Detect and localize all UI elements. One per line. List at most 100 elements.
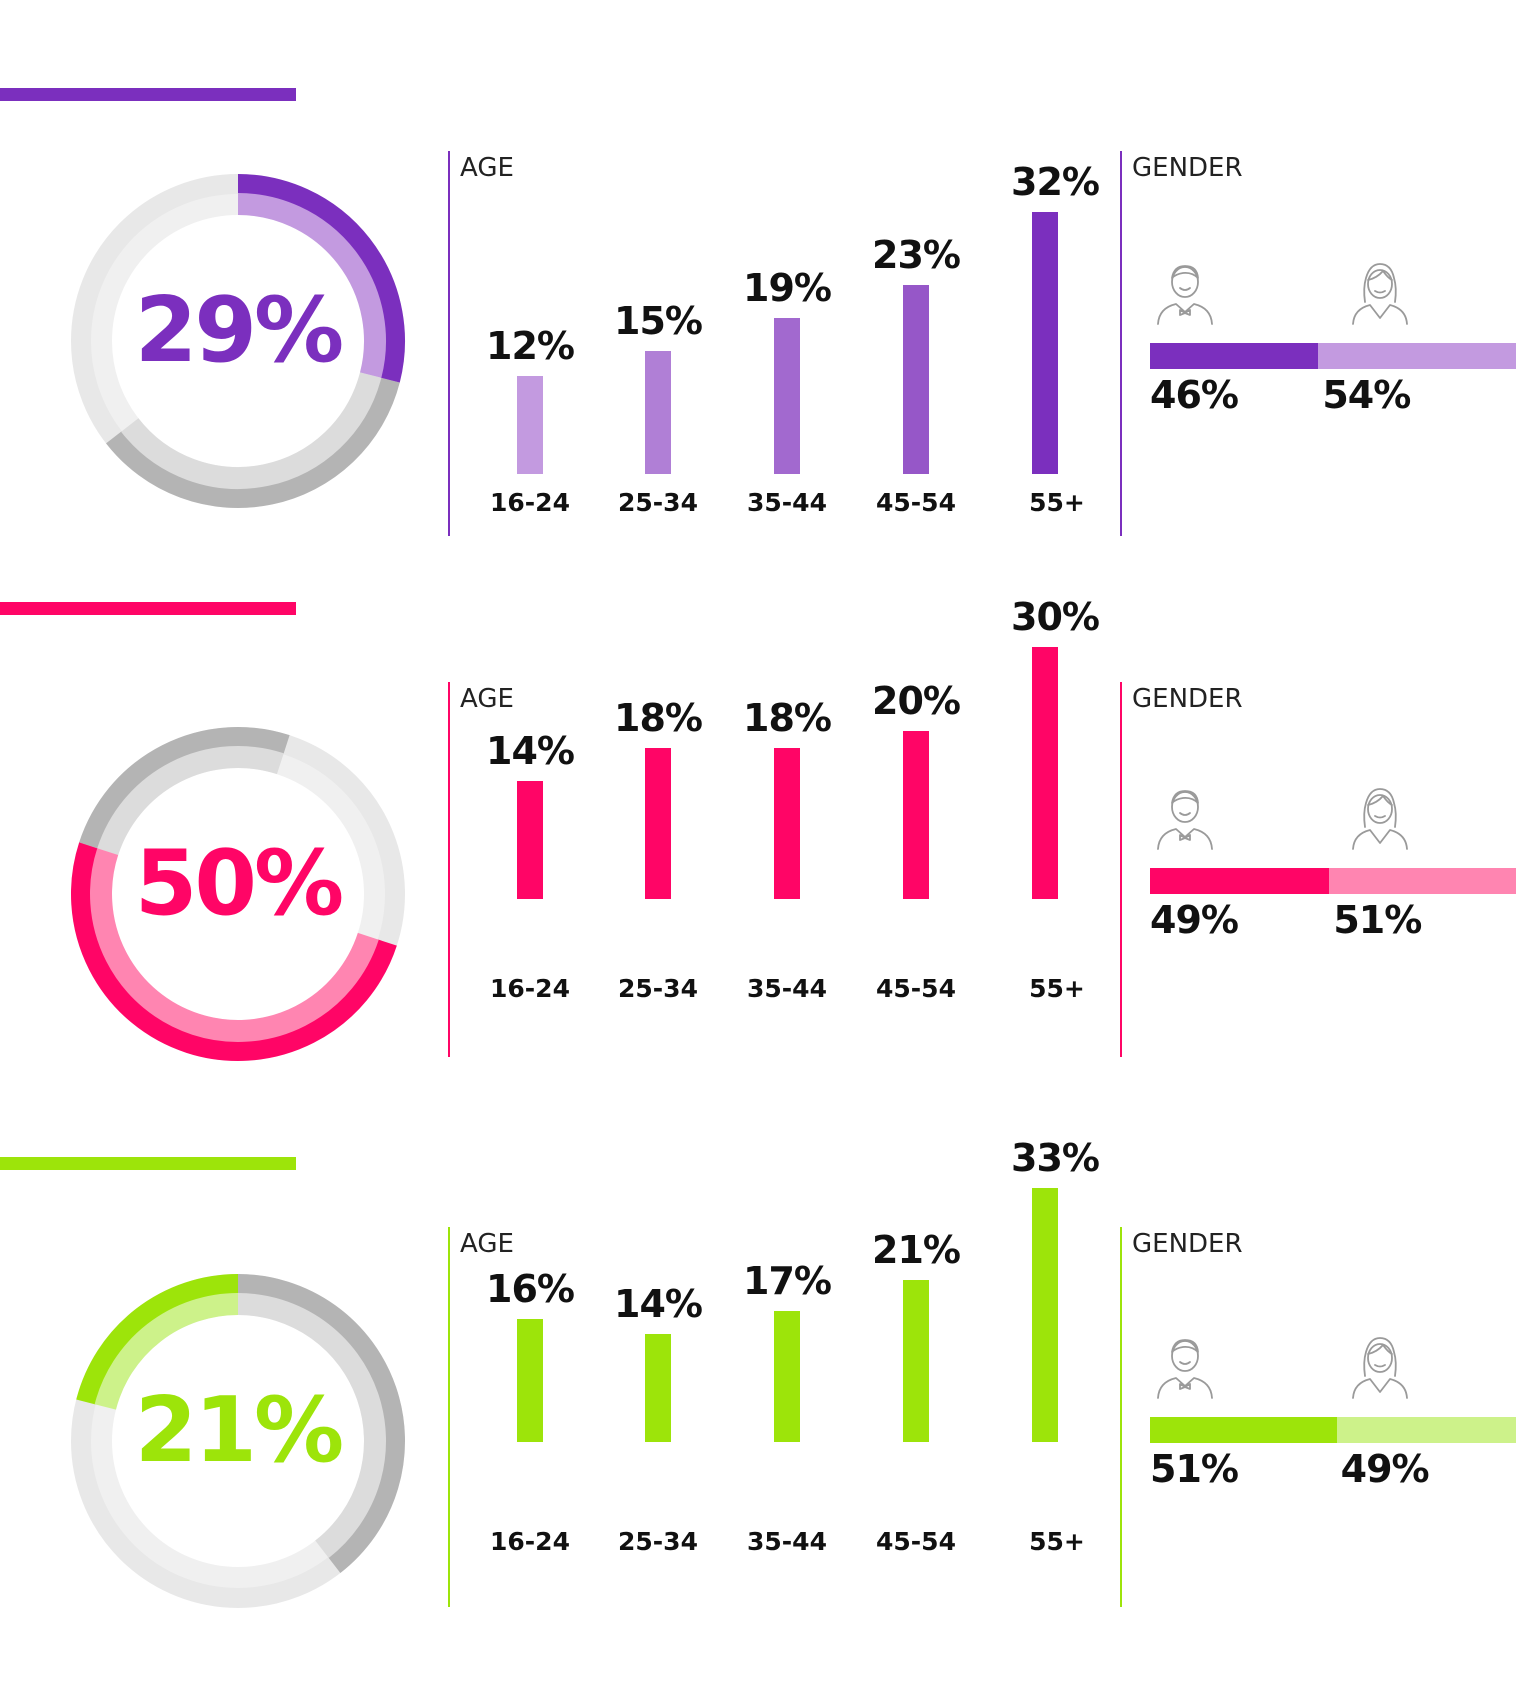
- female-person-icon: [1352, 1337, 1408, 1399]
- gender-bar-male: [1150, 1417, 1337, 1443]
- age-category-label: 25-34: [618, 1527, 698, 1556]
- gender-bar-female: [1329, 868, 1516, 894]
- donut-rest-inner: [237, 1293, 386, 1558]
- donut-chart: 21%: [58, 1261, 418, 1621]
- female-person: [1345, 258, 1415, 333]
- gender-bar-female: [1336, 1417, 1516, 1443]
- male-person: [1150, 1332, 1220, 1407]
- section-3: 21% AGE 16% 16-24 14% 25-34 17% 35-44 21% 45-54 33…: [0, 1136, 1536, 1697]
- age-category-label: 25-34: [618, 974, 698, 1003]
- donut-chart: 50%: [58, 714, 418, 1074]
- age-bar-35-44: [774, 318, 800, 474]
- age-bar-45-54: [903, 1280, 929, 1442]
- age-category-label: 16-24: [490, 488, 570, 517]
- age-bar-value-label: 19%: [743, 266, 832, 311]
- donut-share-outer: [237, 174, 405, 383]
- male-person-icon: [1157, 265, 1213, 325]
- age-bar-55+: [1032, 211, 1058, 474]
- age-bar-value-label: 33%: [1011, 1135, 1100, 1180]
- donut-rest-inner: [97, 746, 284, 856]
- male-person-icon: [1157, 790, 1213, 850]
- section-accent-line: [0, 602, 296, 615]
- gender-female-value: 51%: [1333, 898, 1422, 942]
- gender-split-bar: [1150, 1417, 1516, 1443]
- age-divider-line: [448, 1227, 450, 1607]
- age-bar-value-label: 12%: [486, 323, 575, 368]
- age-bar-value-label: 18%: [614, 695, 703, 740]
- age-bar-value-label: 18%: [743, 695, 832, 740]
- female-person: [1345, 783, 1415, 858]
- age-bar-16-24: [517, 781, 543, 899]
- age-bar-value-label: 30%: [1011, 595, 1100, 639]
- gender-male-value: 46%: [1150, 373, 1239, 417]
- age-bar-35-44: [774, 1311, 800, 1442]
- gender-bar-male: [1150, 868, 1330, 894]
- gender-divider-line: [1120, 151, 1122, 536]
- donut-share-outer: [76, 1274, 239, 1405]
- age-bar-value-label: 15%: [614, 299, 703, 343]
- age-bar-25-34: [645, 747, 671, 899]
- age-category-label: 16-24: [490, 1527, 570, 1556]
- age-bar-value-label: 16%: [486, 1266, 575, 1311]
- age-category-label: 45-54: [876, 974, 956, 1003]
- age-bar-value-label: 32%: [1011, 159, 1100, 204]
- age-category-label: 35-44: [747, 1527, 827, 1556]
- section-accent-line: [0, 88, 296, 101]
- age-category-label: 55+: [1029, 1527, 1085, 1556]
- age-category-label: 45-54: [876, 488, 956, 517]
- age-bar-value-label: 20%: [872, 679, 961, 723]
- donut-share-inner: [237, 193, 386, 378]
- age-heading: AGE: [460, 684, 514, 714]
- section-1: 29% AGE 12% 16-24 15% 25-34 19% 35-44 23% 45-54 32…: [0, 88, 1536, 628]
- gender-heading: GENDER: [1132, 1229, 1243, 1259]
- age-divider-line: [448, 682, 450, 1057]
- gender-divider-line: [1120, 1227, 1122, 1607]
- age-bar-35-44: [774, 747, 800, 899]
- gender-split-bar: [1150, 868, 1516, 894]
- gender-heading: GENDER: [1132, 153, 1243, 183]
- age-category-label: 16-24: [490, 974, 570, 1003]
- age-bar-45-54: [903, 285, 929, 474]
- gender-female-value: 54%: [1322, 373, 1411, 417]
- age-category-label: 45-54: [876, 1527, 956, 1556]
- donut-share-outer: [71, 842, 397, 1061]
- donut-share-inner: [94, 1293, 239, 1410]
- donut-percentage: 50%: [134, 831, 344, 936]
- male-person: [1150, 258, 1220, 333]
- gender-split-bar: [1150, 343, 1516, 369]
- donut-rest-outer: [237, 1274, 405, 1573]
- age-bar-16-24: [517, 1318, 543, 1442]
- male-person: [1150, 783, 1220, 858]
- gender-female-value: 49%: [1340, 1447, 1430, 1491]
- age-bar-25-34: [645, 1334, 671, 1442]
- age-category-label: 55+: [1029, 488, 1085, 517]
- donut-chart: 29%: [58, 161, 418, 521]
- donut-rest-outer: [106, 377, 400, 508]
- age-bar-55+: [1032, 647, 1058, 899]
- age-bar-value-label: 14%: [614, 1282, 703, 1327]
- gender-heading: GENDER: [1132, 684, 1243, 714]
- age-bar-value-label: 14%: [486, 729, 575, 774]
- donut-percentage: 29%: [134, 278, 344, 383]
- gender-bar-male: [1150, 343, 1319, 369]
- female-person-icon: [1352, 788, 1408, 850]
- female-person-icon: [1352, 263, 1408, 325]
- gender-male-value: 49%: [1150, 898, 1239, 942]
- age-bar-25-34: [645, 351, 671, 474]
- age-bar-16-24: [517, 375, 543, 474]
- age-divider-line: [448, 151, 450, 536]
- age-category-label: 25-34: [618, 488, 698, 517]
- donut-percentage: 21%: [134, 1378, 344, 1483]
- age-category-label: 35-44: [747, 488, 827, 517]
- age-bar-value-label: 23%: [872, 233, 961, 278]
- age-bar-45-54: [903, 731, 929, 899]
- gender-divider-line: [1120, 682, 1122, 1057]
- age-bar-55+: [1032, 1187, 1058, 1442]
- female-person: [1345, 1332, 1415, 1407]
- age-bar-value-label: 17%: [743, 1259, 832, 1304]
- age-category-label: 55+: [1029, 974, 1085, 1003]
- age-bar-value-label: 21%: [872, 1228, 961, 1273]
- male-person-icon: [1157, 1339, 1213, 1399]
- gender-bar-female: [1318, 343, 1516, 369]
- donut-rest-inner: [121, 372, 382, 489]
